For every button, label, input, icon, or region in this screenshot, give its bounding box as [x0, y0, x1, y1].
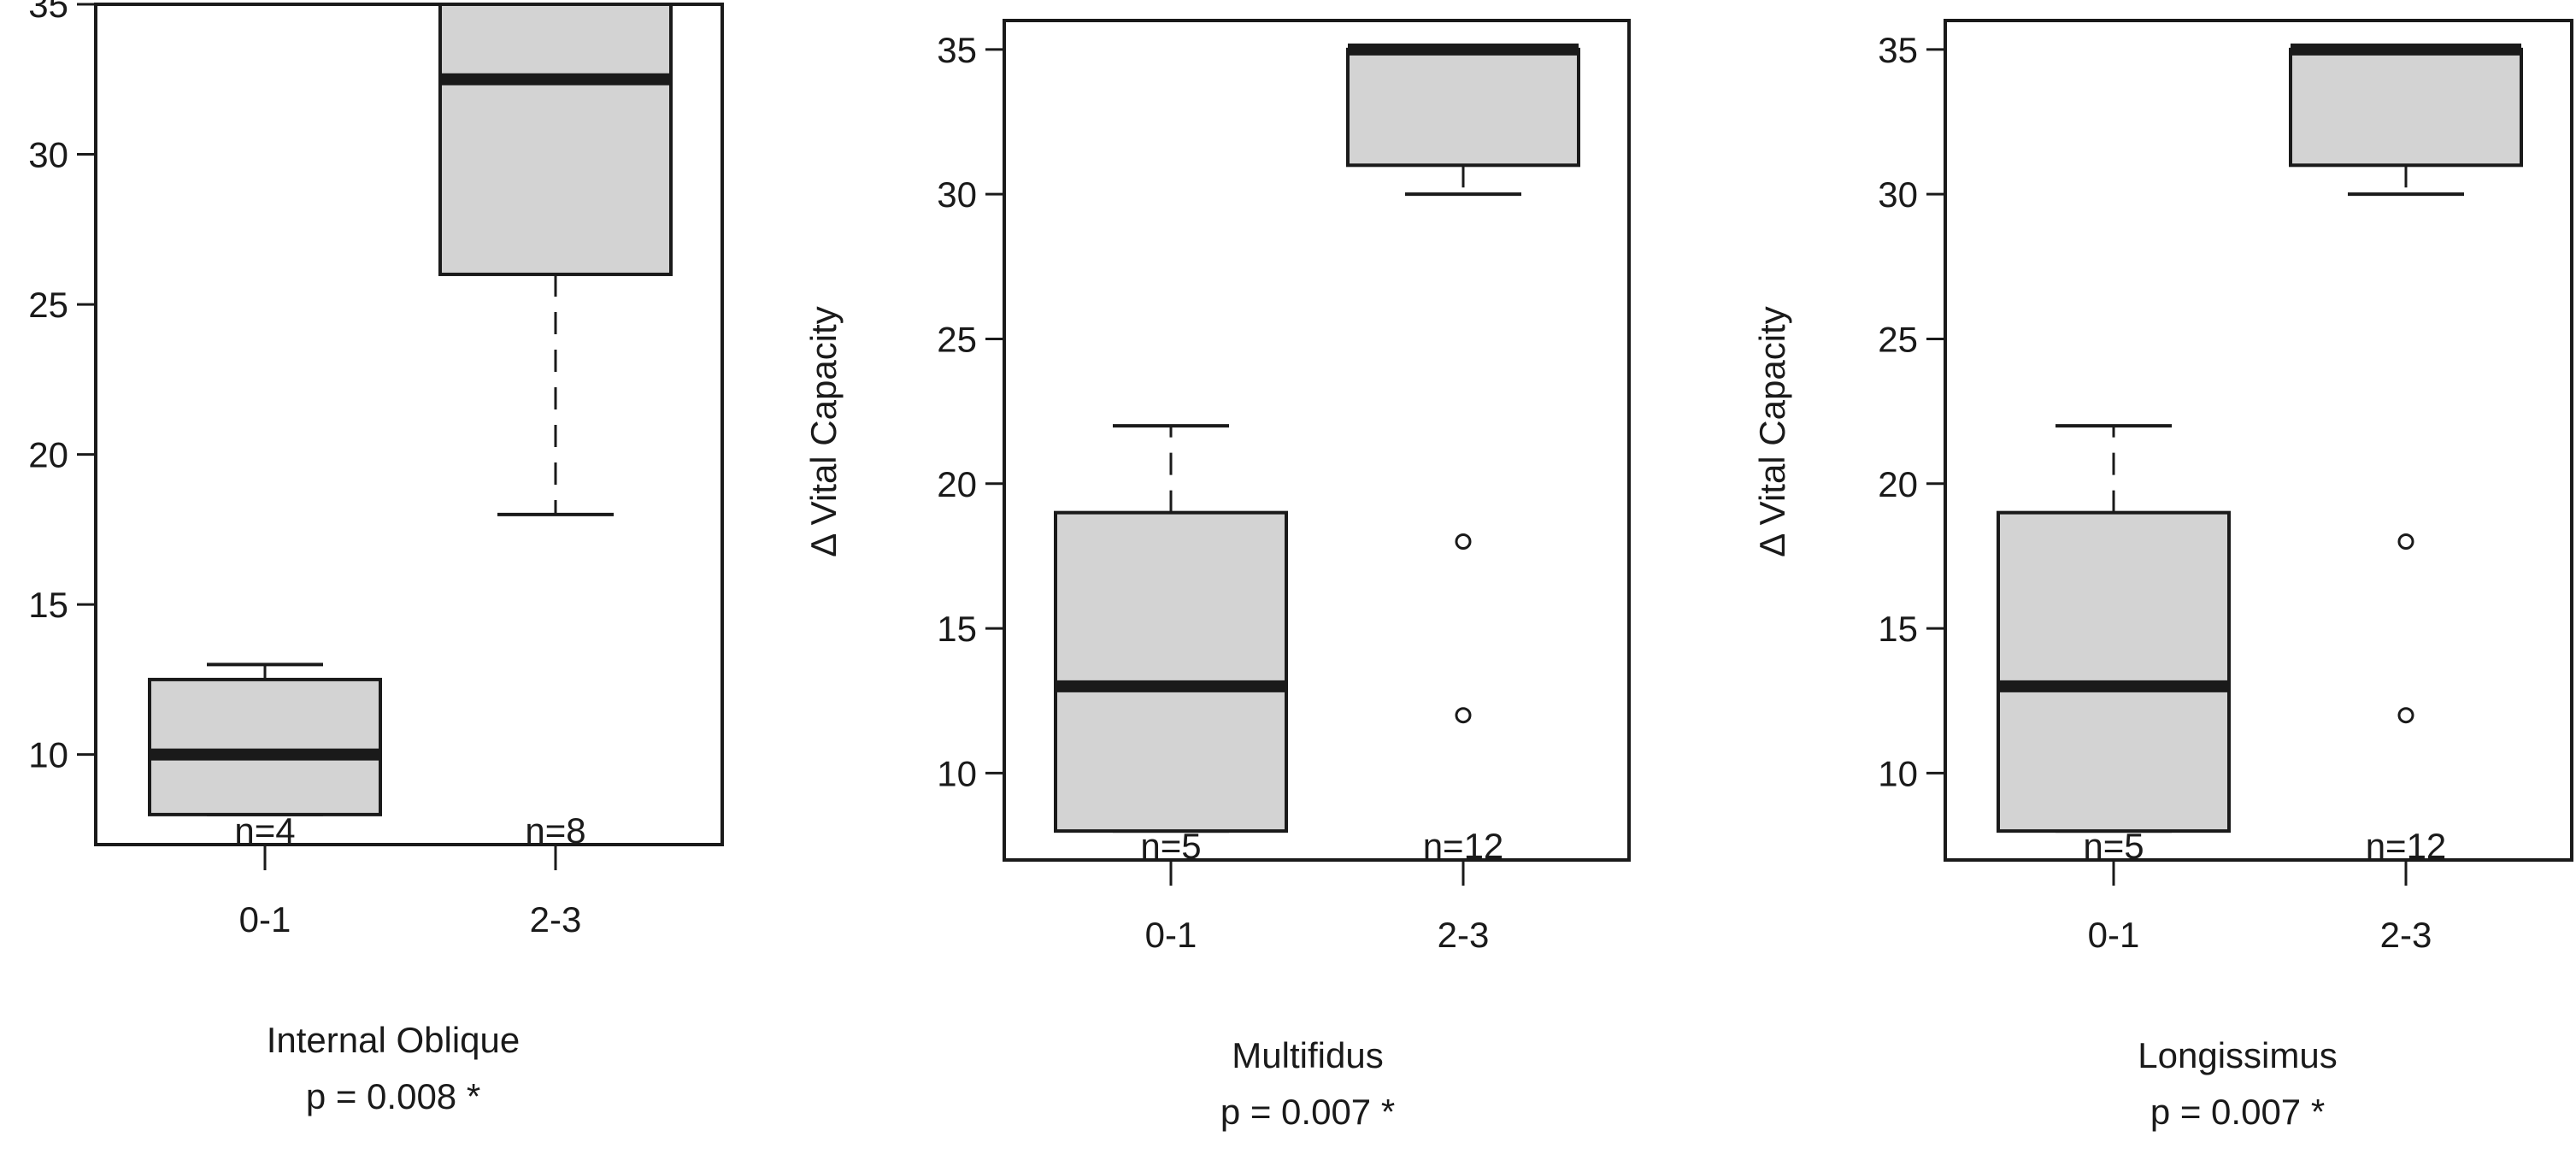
y-axis-label: Δ Vital Capacity: [1752, 306, 1792, 557]
iqr-box: [438, 3, 673, 276]
y-tick-label: 25: [937, 319, 977, 359]
outlier-point: [2397, 707, 2414, 724]
y-tick-label: 35: [1878, 30, 1918, 70]
x-tick-label: 2-3: [2380, 915, 2432, 955]
p-value-label: p = 0.007 *: [1220, 1092, 1395, 1132]
sample-size-label: n=12: [2366, 826, 2447, 866]
y-tick-label: 10: [28, 735, 68, 775]
y-tick-label: 35: [937, 30, 977, 70]
boxplot-panel: 10 15 20 25 30 35 Δ Vital Capacity 0-1 n=5 2-3 n=1…: [803, 19, 1631, 1132]
x-tick-label: 0-1: [239, 899, 291, 939]
y-tick-label: 20: [1878, 464, 1918, 504]
iqr-box: [148, 677, 382, 816]
y-tick-label: 25: [1878, 319, 1918, 359]
plot-frame: [94, 3, 724, 846]
y-tick-label: 15: [1878, 609, 1918, 649]
muscle-title: Multifidus: [1232, 1035, 1383, 1075]
y-tick-label: 15: [937, 609, 977, 649]
box-group: 2-3 n=12: [2289, 43, 2523, 955]
iqr-box: [1346, 47, 1580, 168]
iqr-box: [1054, 510, 1288, 833]
y-axis-label: Δ Vital Capacity: [803, 306, 844, 557]
y-tick-label: 30: [28, 135, 68, 175]
x-tick-label: 0-1: [1145, 915, 1197, 955]
box-group: 0-1 n=5: [1054, 424, 1288, 955]
y-tick-label: 10: [937, 753, 977, 793]
y-tick-label: 30: [1878, 174, 1918, 215]
x-tick-label: 2-3: [530, 899, 582, 939]
y-tick-label: 20: [28, 435, 68, 475]
y-tick-label: 20: [937, 464, 977, 504]
p-value-label: p = 0.008 *: [306, 1076, 480, 1116]
y-tick-label: 10: [1878, 753, 1918, 793]
plot-frame: [1003, 19, 1631, 862]
iqr-box: [2289, 47, 2523, 168]
box-group: 2-3 n=12: [1346, 43, 1580, 955]
y-tick-label: 35: [28, 0, 68, 25]
y-tick-label: 30: [937, 174, 977, 215]
outlier-point: [1455, 707, 1472, 724]
y-tick-label: 15: [28, 585, 68, 625]
box-group: 2-3 n=8: [438, 3, 673, 939]
box-group: 0-1 n=4: [148, 663, 382, 939]
plot-frame: [1944, 19, 2573, 862]
outlier-point: [1455, 533, 1472, 551]
y-tick-label: 25: [28, 285, 68, 325]
boxplot-panel: 10 15 20 25 30 35 0-1 n=4 2-3 n=8 Internal Oblique…: [28, 0, 724, 1116]
muscle-title: Internal Oblique: [267, 1020, 520, 1060]
boxplot-panel: 10 15 20 25 30 35 Δ Vital Capacity 0-1 n=5 2-3 n=1…: [1752, 19, 2573, 1132]
sample-size-label: n=4: [234, 810, 295, 851]
sample-size-label: n=5: [2083, 826, 2144, 866]
sample-size-label: n=8: [525, 810, 585, 851]
muscle-title: Longissimus: [2138, 1035, 2337, 1075]
boxplot-panels: 10 15 20 25 30 35 0-1 n=4 2-3 n=8 Internal Oblique…: [28, 0, 2573, 1132]
x-tick-label: 2-3: [1438, 915, 1490, 955]
iqr-box: [1997, 510, 2231, 833]
sample-size-label: n=5: [1140, 826, 1201, 866]
outlier-point: [2397, 533, 2414, 551]
x-tick-label: 0-1: [2088, 915, 2140, 955]
p-value-label: p = 0.007 *: [2150, 1092, 2325, 1132]
box-group: 0-1 n=5: [1997, 424, 2231, 955]
sample-size-label: n=12: [1423, 826, 1504, 866]
